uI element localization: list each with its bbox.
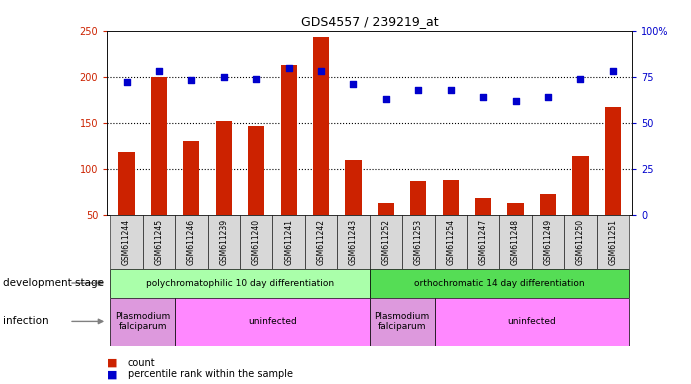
Text: uninfected: uninfected	[507, 317, 556, 326]
Bar	[337, 215, 370, 269]
Text: ■: ■	[107, 358, 117, 368]
Text: count: count	[128, 358, 155, 368]
Point	[510, 98, 521, 104]
Bar	[402, 215, 435, 269]
Text: GSM611249: GSM611249	[544, 219, 553, 265]
Point	[477, 94, 489, 100]
Bar	[346, 160, 361, 215]
Bar	[410, 181, 426, 215]
Point	[218, 74, 229, 80]
Bar	[176, 298, 370, 346]
Point	[153, 68, 164, 74]
Point	[607, 68, 618, 74]
Bar	[370, 269, 629, 298]
Point	[186, 78, 197, 84]
Text: GSM611250: GSM611250	[576, 219, 585, 265]
Bar	[596, 215, 629, 269]
Bar	[183, 141, 200, 215]
Text: uninfected: uninfected	[248, 317, 297, 326]
Bar	[443, 180, 459, 215]
Bar	[572, 156, 589, 215]
Point	[121, 79, 132, 85]
Bar	[143, 215, 176, 269]
Bar	[378, 203, 394, 215]
Bar	[176, 215, 207, 269]
Point	[380, 96, 391, 102]
Bar	[500, 215, 532, 269]
Point	[445, 87, 456, 93]
Text: GSM611253: GSM611253	[414, 219, 423, 265]
Text: GSM611243: GSM611243	[349, 219, 358, 265]
Text: GSM611252: GSM611252	[381, 219, 390, 265]
Text: infection: infection	[3, 316, 49, 326]
Point	[575, 76, 586, 82]
Point	[316, 68, 327, 74]
Bar	[207, 215, 240, 269]
Text: Plasmodium
falciparum: Plasmodium falciparum	[115, 312, 171, 331]
Bar	[532, 215, 564, 269]
Text: GSM611248: GSM611248	[511, 219, 520, 265]
Text: polychromatophilic 10 day differentiation: polychromatophilic 10 day differentiatio…	[146, 279, 334, 288]
Bar	[475, 197, 491, 215]
Bar	[111, 298, 176, 346]
Text: GSM611246: GSM611246	[187, 219, 196, 265]
Text: GSM611241: GSM611241	[284, 219, 293, 265]
Text: Plasmodium
falciparum: Plasmodium falciparum	[375, 312, 430, 331]
Bar	[467, 215, 500, 269]
Text: GSM611254: GSM611254	[446, 219, 455, 265]
Point	[542, 94, 553, 100]
Bar	[435, 215, 467, 269]
Text: orthochromatic 14 day differentiation: orthochromatic 14 day differentiation	[414, 279, 585, 288]
Point	[413, 87, 424, 93]
Bar	[248, 126, 265, 215]
Point	[348, 81, 359, 87]
Text: GSM611245: GSM611245	[155, 219, 164, 265]
Point	[251, 76, 262, 82]
Bar	[370, 215, 402, 269]
Text: percentile rank within the sample: percentile rank within the sample	[128, 369, 293, 379]
Bar	[507, 203, 524, 215]
Bar	[370, 298, 435, 346]
Point	[283, 65, 294, 71]
Text: GSM611247: GSM611247	[479, 219, 488, 265]
Bar	[305, 215, 337, 269]
Text: GSM611242: GSM611242	[316, 219, 325, 265]
Text: development stage: development stage	[3, 278, 104, 288]
Text: ■: ■	[107, 369, 117, 379]
Text: GSM611239: GSM611239	[219, 219, 228, 265]
Bar	[216, 121, 232, 215]
Bar	[281, 65, 296, 215]
Bar	[111, 269, 370, 298]
Bar	[313, 37, 329, 215]
Text: GSM611244: GSM611244	[122, 219, 131, 265]
Bar	[240, 215, 272, 269]
Bar	[111, 215, 143, 269]
Bar	[118, 152, 135, 215]
Text: GSM611240: GSM611240	[252, 219, 261, 265]
Bar	[605, 107, 621, 215]
Bar	[435, 298, 629, 346]
Bar	[151, 77, 167, 215]
Text: GSM611251: GSM611251	[608, 219, 617, 265]
Bar	[540, 194, 556, 215]
Title: GDS4557 / 239219_at: GDS4557 / 239219_at	[301, 15, 439, 28]
Bar	[564, 215, 596, 269]
Bar	[272, 215, 305, 269]
